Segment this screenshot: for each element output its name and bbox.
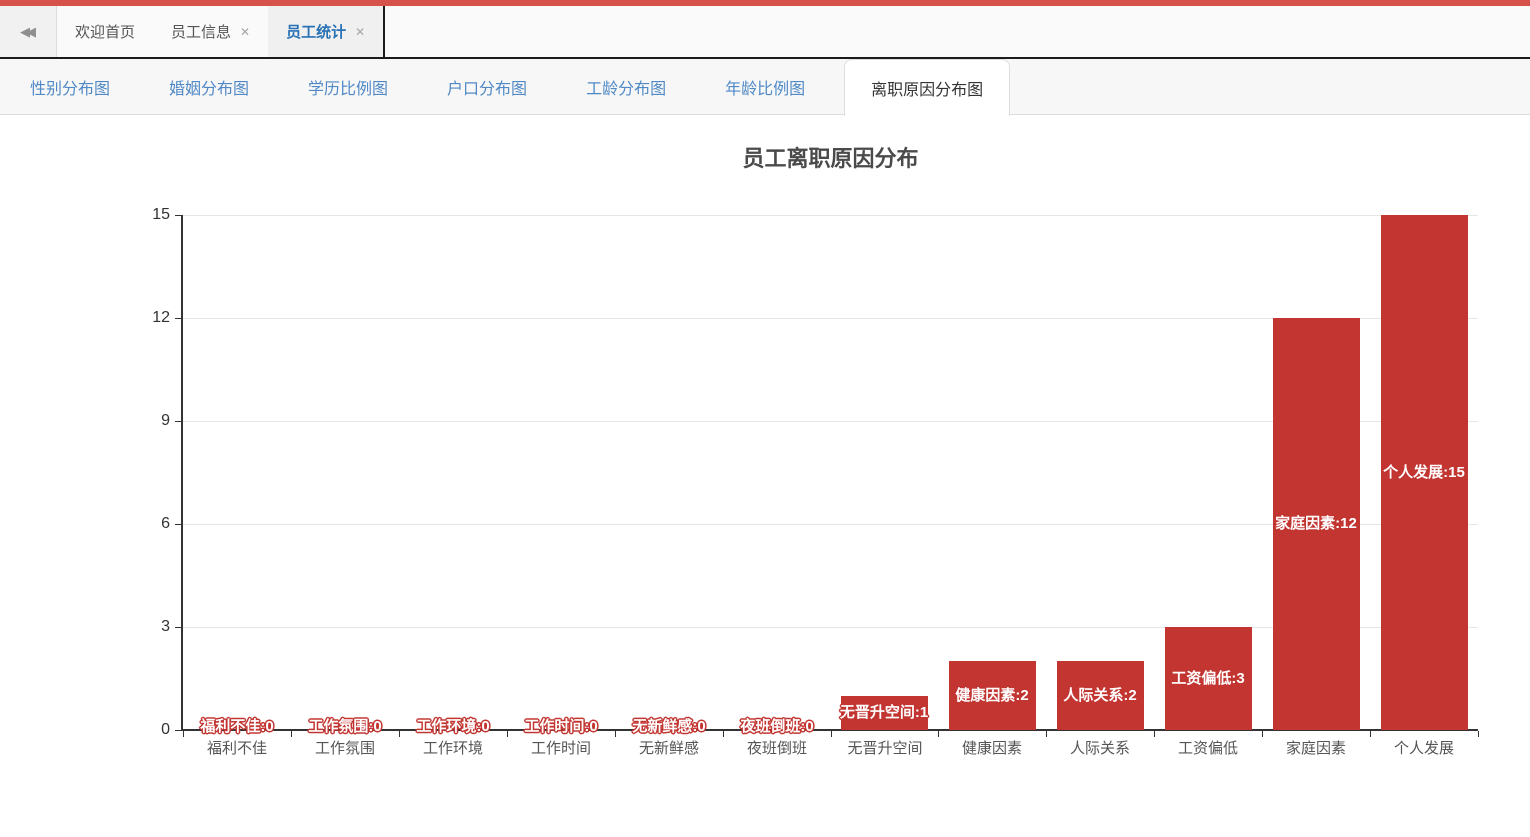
x-axis-tick [1154, 731, 1155, 737]
tab-gender-distribution[interactable]: 性别分布图 [30, 80, 111, 98]
x-axis-tick [291, 731, 292, 737]
top-accent-strip [0, 0, 1530, 6]
x-axis-label: 家庭因素 [1285, 740, 1346, 757]
x-axis-label: 人际关系 [1069, 740, 1130, 757]
tab-label: 员工统计 [286, 24, 347, 41]
y-axis-label: 9 [161, 412, 170, 429]
x-axis-tick [831, 731, 832, 737]
bar-value-label: 夜班倒班:0 [740, 718, 814, 735]
bar-value-label: 工作环境:0 [416, 718, 490, 735]
bar[interactable] [1273, 318, 1360, 730]
x-axis-tick [399, 731, 400, 737]
chart-title: 员工离职原因分布 [742, 146, 919, 171]
bar-value-label: 工资偏低:3 [1171, 670, 1245, 687]
gridline [183, 215, 1478, 216]
bar-value-label: 健康因素:2 [955, 687, 1029, 704]
y-axis-tick [175, 524, 183, 525]
tab-employee-info[interactable]: 员工信息 ✕ [153, 6, 268, 57]
y-axis-label: 0 [161, 721, 170, 738]
x-axis-label: 工作环境 [422, 740, 483, 757]
y-axis-tick [175, 215, 183, 216]
x-axis-tick [1262, 731, 1263, 737]
y-axis-tick [175, 318, 183, 319]
y-axis-label: 6 [161, 515, 170, 532]
y-axis-label: 15 [152, 206, 170, 223]
close-icon[interactable]: ✕ [355, 24, 366, 39]
x-axis-tick [723, 731, 724, 737]
bar-value-label: 个人发展:15 [1383, 464, 1465, 481]
y-axis-tick [175, 421, 183, 422]
bar-value-label: 人际关系:2 [1063, 687, 1137, 704]
x-axis-line [181, 729, 1478, 731]
x-axis-label: 工作时间 [530, 740, 591, 757]
x-axis-label: 工作氛围 [314, 740, 375, 757]
tab-employee-stats[interactable]: 员工统计 ✕ [268, 6, 386, 57]
x-axis-tick [938, 731, 939, 737]
bar-value-label: 无新鲜感:0 [632, 718, 706, 735]
x-axis-tick [183, 731, 184, 737]
gridline [183, 318, 1478, 319]
gridline [183, 421, 1478, 422]
tab-label: 员工信息 [171, 24, 232, 41]
tab-label: 欢迎首页 [75, 24, 136, 41]
window-tab-bar: ◀◀ 欢迎首页 员工信息 ✕ 员工统计 ✕ [0, 6, 1530, 59]
collapse-tabs-button[interactable]: ◀◀ [0, 6, 57, 57]
tab-household-distribution[interactable]: 户口分布图 [447, 80, 528, 98]
tab-welcome-home[interactable]: 欢迎首页 [57, 6, 153, 57]
x-axis-label: 健康因素 [961, 740, 1022, 757]
x-axis-label: 夜班倒班 [746, 740, 807, 757]
y-axis-tick [175, 627, 183, 628]
gridline [183, 524, 1478, 525]
y-axis-line [181, 215, 183, 731]
bar-value-label: 工作氛围:0 [308, 718, 382, 735]
x-axis-tick [507, 731, 508, 737]
x-axis-tick [615, 731, 616, 737]
x-axis-label: 个人发展 [1393, 740, 1454, 757]
x-axis-tick [1370, 731, 1371, 737]
double-left-arrow-icon: ◀◀ [20, 23, 36, 39]
close-icon[interactable]: ✕ [240, 24, 251, 39]
y-axis-label: 3 [161, 618, 170, 635]
x-axis-label: 无新鲜感 [638, 740, 699, 757]
bar-value-label: 无晋升空间:1 [839, 704, 929, 721]
y-axis-tick [175, 730, 183, 731]
tab-seniority-distribution[interactable]: 工龄分布图 [586, 80, 667, 98]
x-axis-label: 福利不佳 [206, 740, 267, 757]
bar[interactable] [1381, 215, 1468, 730]
tab-age-ratio[interactable]: 年龄比例图 [725, 80, 806, 98]
tab-resignation-reason-distribution[interactable]: 离职原因分布图 [844, 59, 1011, 116]
bar[interactable] [1165, 627, 1252, 730]
x-axis-tick [1046, 731, 1047, 737]
y-axis-label: 12 [152, 309, 170, 326]
x-axis-label: 工资偏低 [1177, 740, 1238, 757]
bar[interactable] [1057, 661, 1144, 730]
chart-tab-bar: 性别分布图 婚姻分布图 学历比例图 户口分布图 工龄分布图 年龄比例图 离职原因… [0, 59, 1530, 116]
x-axis-label: 无晋升空间 [847, 740, 923, 757]
bar-value-label: 工作时间:0 [524, 718, 598, 735]
bar[interactable] [949, 661, 1036, 730]
gridline [183, 627, 1478, 628]
tab-education-ratio[interactable]: 学历比例图 [308, 80, 389, 98]
tab-marriage-distribution[interactable]: 婚姻分布图 [169, 80, 250, 98]
bar-value-label: 福利不佳:0 [200, 718, 274, 735]
bar[interactable] [841, 696, 928, 730]
x-axis-tick [1478, 731, 1479, 737]
bar-value-label: 家庭因素:12 [1275, 515, 1357, 532]
